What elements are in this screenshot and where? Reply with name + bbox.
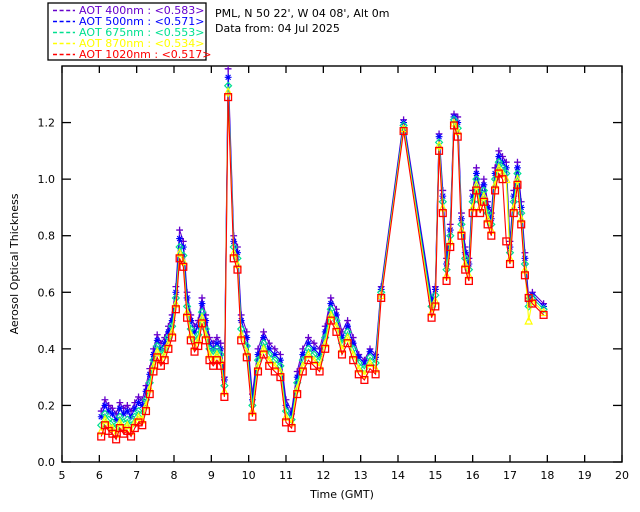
series-line bbox=[100, 91, 544, 435]
y-axis: 0.0 0.2 0.4 0.6 0.8 1.0 1.2 bbox=[38, 117, 622, 469]
data-layer bbox=[96, 66, 548, 444]
x-tick-label: 9 bbox=[208, 469, 215, 482]
y-tick-label: 0.8 bbox=[38, 230, 56, 243]
x-tick-label: 6 bbox=[96, 469, 103, 482]
legend-label: AOT 500nm : <0.571> bbox=[79, 15, 205, 28]
header: PML, N 50 22', W 04 08', Alt 0m Data from… bbox=[215, 7, 389, 35]
date-line: Data from: 04 Jul 2025 bbox=[215, 22, 340, 35]
y-tick-label: 0.6 bbox=[38, 286, 56, 299]
x-tick-label: 18 bbox=[540, 469, 554, 482]
y-tick-label: 0.2 bbox=[38, 399, 56, 412]
legend-box bbox=[47, 2, 207, 61]
x-tick-label: 14 bbox=[391, 469, 405, 482]
x-tick-label: 16 bbox=[466, 469, 480, 482]
plot-frame bbox=[61, 65, 623, 463]
x-tick-label: 7 bbox=[133, 469, 140, 482]
x-tick-label: 8 bbox=[171, 469, 178, 482]
data-series bbox=[96, 86, 548, 438]
data-series bbox=[97, 93, 548, 444]
x-axis-title: Time (GMT) bbox=[309, 488, 374, 501]
data-series bbox=[97, 66, 547, 418]
x-tick-label: 11 bbox=[279, 469, 293, 482]
y-tick-label: 1.0 bbox=[38, 173, 56, 186]
x-tick-label: 12 bbox=[316, 469, 330, 482]
site-line: PML, N 50 22', W 04 08', Alt 0m bbox=[215, 7, 389, 20]
y-tick-label: 1.2 bbox=[38, 117, 56, 130]
y-axis-title: Aerosol Optical Thickness bbox=[8, 193, 21, 334]
series-line bbox=[100, 85, 544, 430]
data-series bbox=[96, 81, 548, 433]
legend-label: AOT 1020nm : <0.517> bbox=[79, 48, 212, 61]
x-axis: 5 6 7 8 9 10 11 12 13 14 15 16 17 18 19 20 bbox=[59, 66, 629, 482]
y-tick-label: 0.4 bbox=[38, 343, 56, 356]
legend-label: AOT 400nm : <0.583> bbox=[79, 4, 205, 17]
x-tick-label: 10 bbox=[242, 469, 256, 482]
x-tick-label: 15 bbox=[428, 469, 442, 482]
legend-label: AOT 870nm : <0.534> bbox=[79, 37, 205, 50]
y-tick-label: 0.0 bbox=[38, 456, 56, 469]
x-tick-label: 13 bbox=[354, 469, 368, 482]
legend: AOT 400nm : <0.583>AOT 500nm : <0.571>AO… bbox=[47, 2, 212, 61]
x-tick-label: 20 bbox=[615, 469, 629, 482]
x-tick-label: 17 bbox=[503, 469, 517, 482]
series-line bbox=[100, 97, 544, 441]
legend-label: AOT 675nm : <0.553> bbox=[79, 26, 205, 39]
x-tick-label: 5 bbox=[59, 469, 66, 482]
x-tick-label: 19 bbox=[578, 469, 592, 482]
